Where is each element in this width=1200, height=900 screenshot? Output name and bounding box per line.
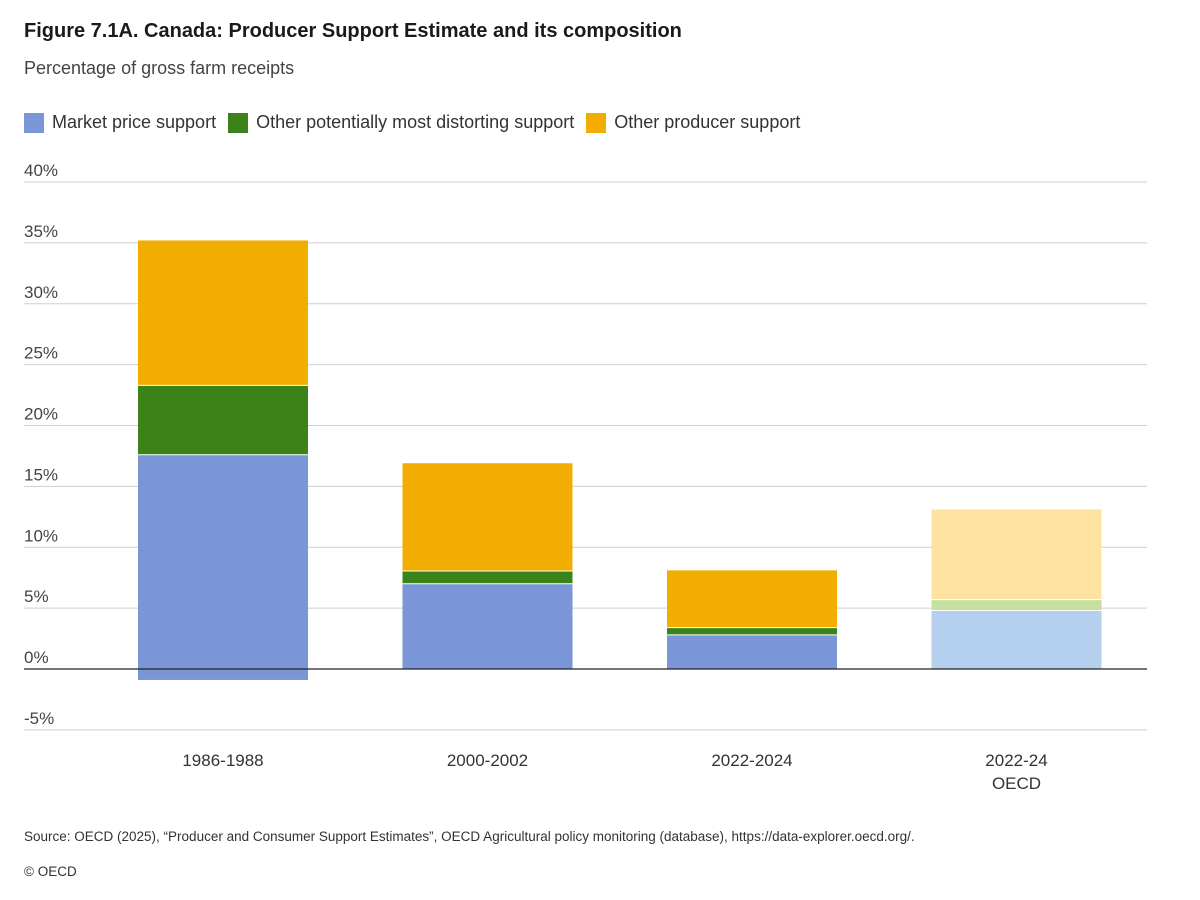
- legend-item-distorting[interactable]: Other potentially most distorting suppor…: [228, 112, 574, 133]
- y-tick-label: -5%: [24, 709, 54, 728]
- legend-label: Market price support: [52, 112, 217, 132]
- bar-segment: [138, 385, 308, 455]
- y-tick-label: 40%: [24, 161, 58, 180]
- source-note: Source: OECD (2025), “Producer and Consu…: [24, 829, 915, 844]
- copyright: © OECD: [24, 864, 77, 879]
- legend-item-mps[interactable]: Market price support: [24, 112, 216, 133]
- bar-segment: [138, 240, 308, 386]
- legend-label: Other producer support: [614, 112, 801, 132]
- bar-segment: [667, 634, 837, 669]
- y-tick-label: 25%: [24, 344, 58, 363]
- bar-segment: [931, 509, 1102, 600]
- y-tick-label: 30%: [24, 283, 58, 302]
- x-tick-label: 1986-1988: [182, 751, 263, 770]
- x-tick-label: 2022-2024: [711, 751, 792, 770]
- y-tick-label: 15%: [24, 465, 58, 484]
- legend-swatch: [228, 112, 249, 133]
- legend-swatch: [586, 112, 607, 133]
- chart-title: Figure 7.1A. Canada: Producer Support Es…: [24, 20, 682, 42]
- x-tick-label: OECD: [992, 774, 1041, 793]
- bar-segment: [931, 610, 1102, 669]
- bar-segment: [667, 570, 837, 628]
- bar-segment-negative: [138, 669, 308, 680]
- bar-segment: [402, 570, 573, 584]
- y-tick-label: 0%: [24, 648, 49, 667]
- bar-segment: [402, 463, 573, 571]
- legend-label: Other potentially most distorting suppor…: [256, 112, 575, 132]
- legend-swatch: [24, 112, 44, 133]
- bar-segment: [667, 627, 837, 635]
- bar-segment: [138, 454, 308, 669]
- x-tick-label: 2000-2002: [447, 751, 528, 770]
- y-tick-label: 20%: [24, 405, 58, 424]
- y-tick-label: 35%: [24, 222, 58, 241]
- x-tick-label: 2022-24: [985, 751, 1047, 770]
- bar-segment: [931, 599, 1102, 611]
- chart-subtitle: Percentage of gross farm receipts: [24, 58, 295, 78]
- legend: Market price support Other potentially m…: [24, 112, 812, 133]
- y-tick-label: 5%: [24, 587, 49, 606]
- bar-segment: [402, 583, 573, 669]
- y-tick-label: 10%: [24, 526, 58, 545]
- legend-item-other[interactable]: Other producer support: [586, 112, 800, 133]
